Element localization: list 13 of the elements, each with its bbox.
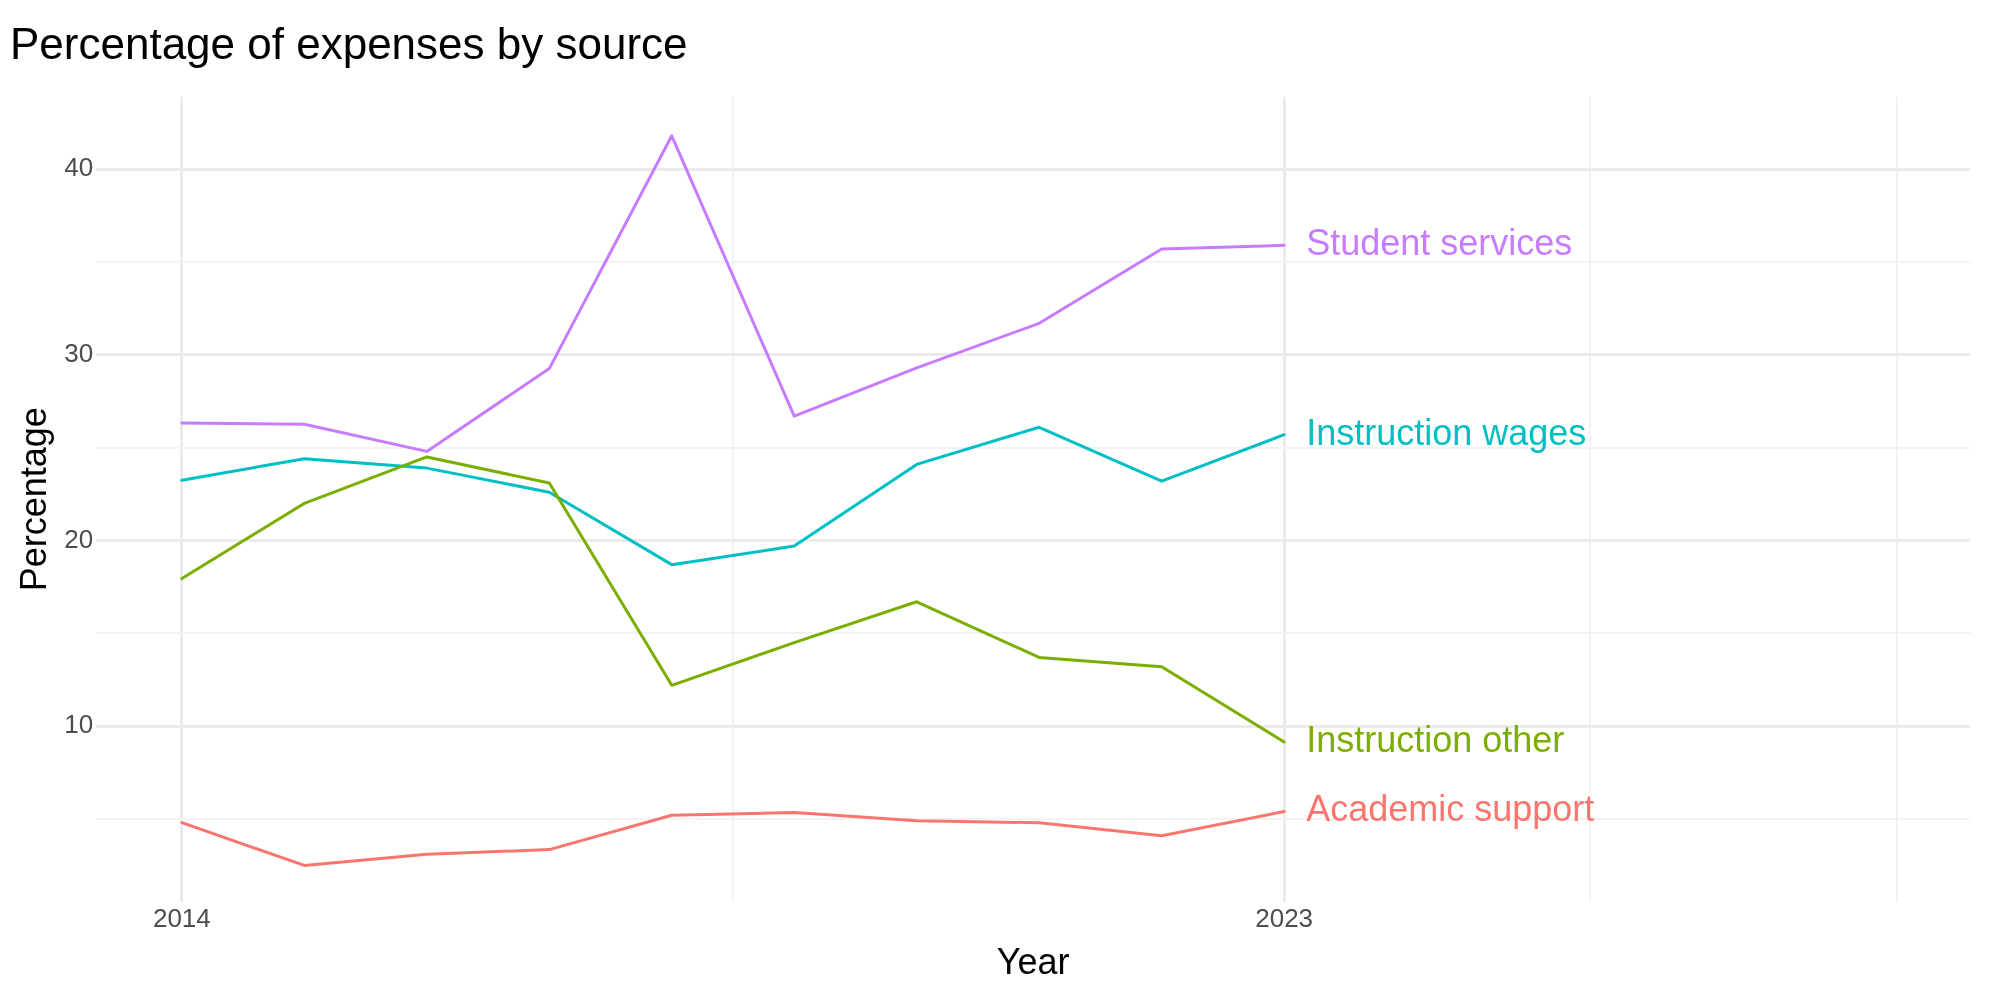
series-label: Instruction wages [1306, 411, 1587, 453]
y-axis-title: Percentage [12, 407, 54, 592]
x-tick-label: 2014 [152, 903, 211, 934]
y-tick-label: 30 [64, 338, 94, 369]
x-axis-title: Year [996, 941, 1070, 983]
series-label: Student services [1306, 222, 1573, 264]
series-label: Academic support [1306, 788, 1595, 830]
chart-title: Percentage of expenses by source [10, 18, 688, 68]
y-tick-label: 20 [64, 523, 94, 554]
x-tick-label: 2023 [1255, 903, 1314, 934]
series-label: Instruction other [1306, 718, 1565, 760]
y-tick-label: 40 [64, 152, 94, 183]
y-tick-label: 10 [64, 709, 94, 740]
